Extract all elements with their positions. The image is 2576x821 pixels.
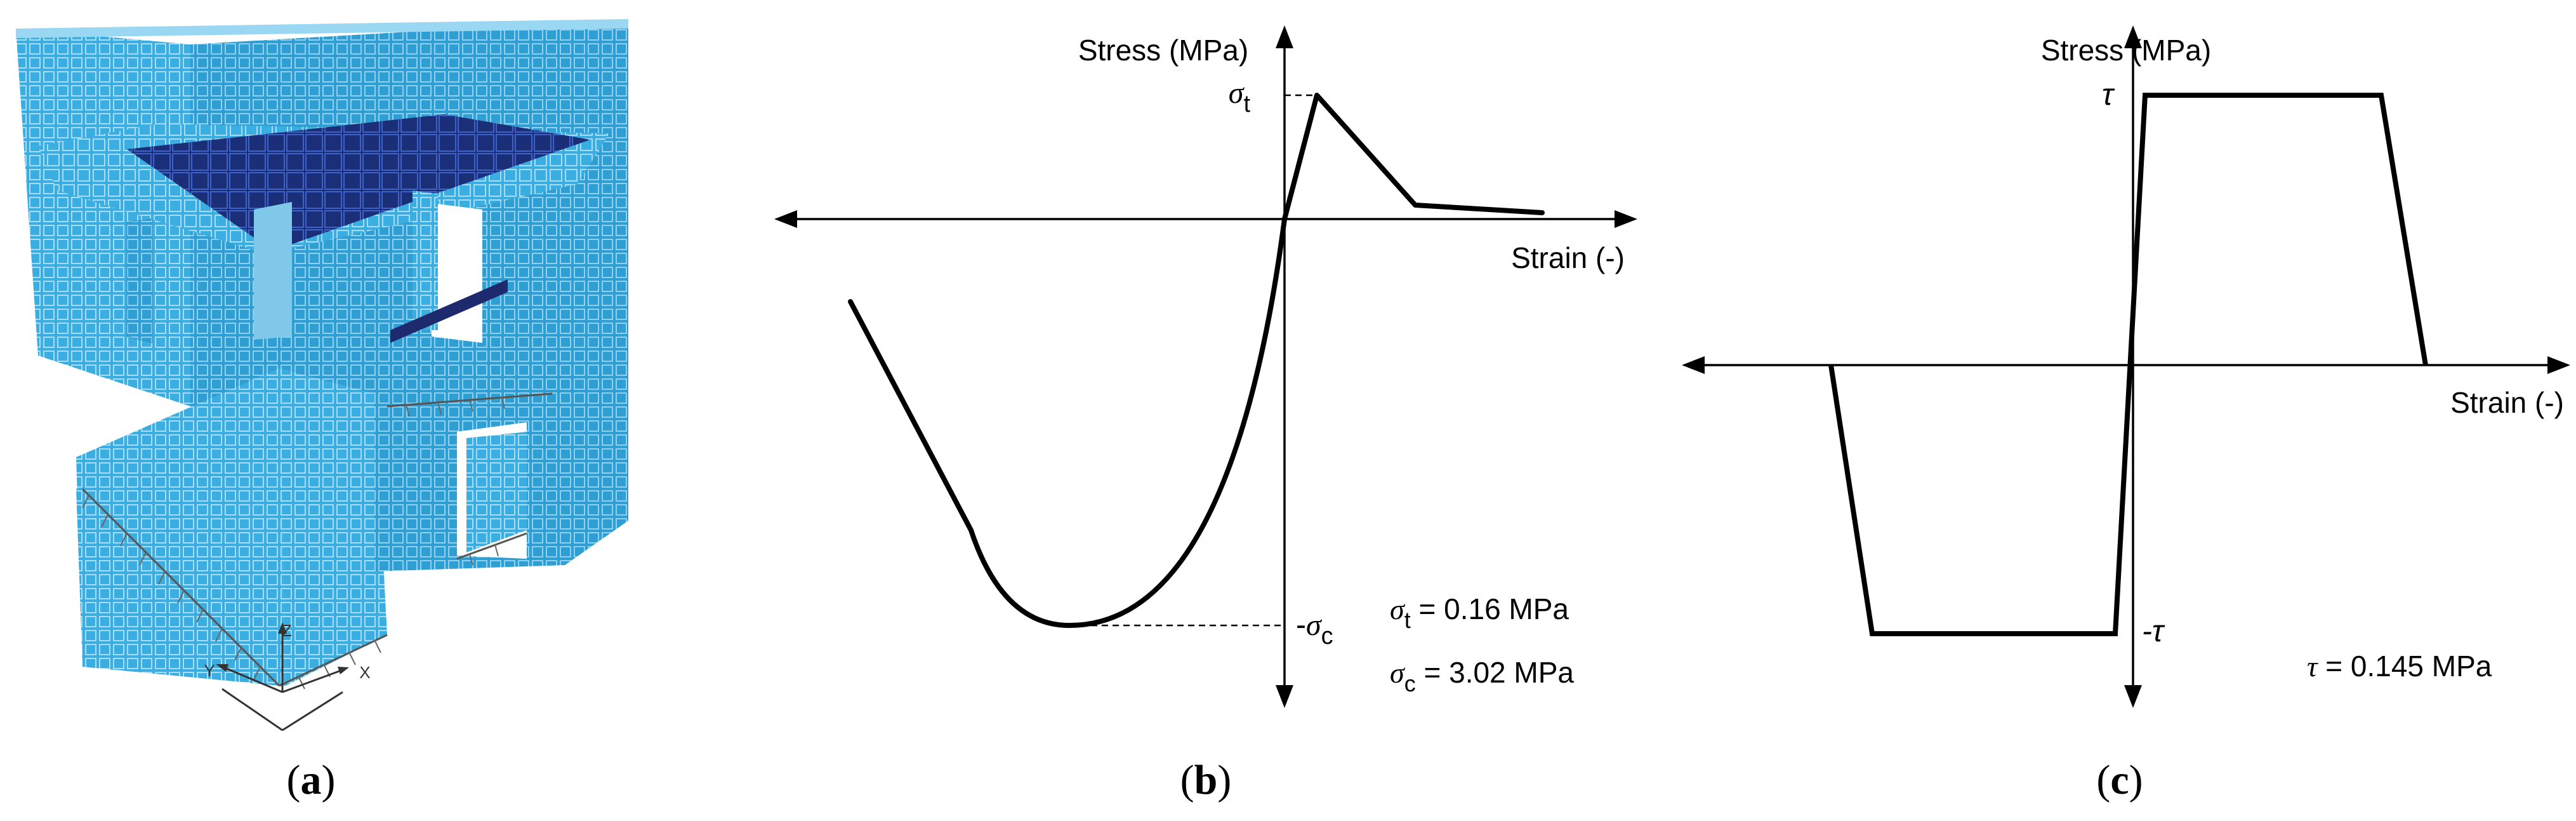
panel-b: Stress (MPa) Strain (-) σt -σc σt = 0.16… <box>749 0 1669 818</box>
tick-tau: τ <box>2102 78 2115 112</box>
floor-slab <box>127 114 590 251</box>
window-right <box>432 203 482 343</box>
y-arrowhead <box>216 664 228 672</box>
note-sigma-t: σt = 0.16 MPa <box>1390 592 1569 633</box>
axis-x-label: X <box>359 663 370 682</box>
z-arrowhead <box>278 622 287 634</box>
panel-a: Z Y X (a) <box>0 0 673 818</box>
window-left <box>126 218 153 344</box>
caption-c: (c) <box>2096 757 2143 803</box>
top-rim <box>16 19 628 38</box>
axis-y-label: Y <box>204 661 215 680</box>
x-arrowhead <box>338 667 349 674</box>
tick-minus-sigma-c: -σc <box>1296 608 1333 650</box>
caption-b: (b) <box>1180 757 1232 803</box>
caption-a: (a) <box>287 757 336 803</box>
note-tau: τ = 0.145 MPa <box>2307 650 2492 683</box>
axis-z-label: Z <box>282 621 292 640</box>
lintel-beam <box>390 279 508 343</box>
y-axis-arrow-top <box>1276 25 1293 48</box>
axis-triad <box>221 629 343 731</box>
x-axis-arrow-left <box>1682 356 1705 374</box>
window-right-frame <box>413 190 438 330</box>
panel-c: Stress (MPa) Strain (-) τ -τ τ = 0.145 M… <box>1669 0 2576 818</box>
front-left-face <box>76 368 286 686</box>
x-axis-label: Strain (-) <box>1511 241 1625 274</box>
tick-minus-tau: -τ <box>2142 615 2165 648</box>
fe-model-illustration: Z Y X (a) <box>16 19 628 803</box>
stress-strain-diagram-c: Stress (MPa) Strain (-) τ -τ τ = 0.145 M… <box>1682 25 2570 803</box>
x-axis-label: Strain (-) <box>2450 386 2564 419</box>
tick-sigma-t: σt <box>1229 76 1251 117</box>
y-axis-arrow-bottom <box>2124 685 2142 708</box>
constitutive-curve <box>848 93 1545 628</box>
x-axis-arrow-right <box>1615 210 1637 228</box>
front-corner-wall <box>279 368 387 686</box>
door-jamb <box>466 432 527 552</box>
stress-strain-diagram-b: Stress (MPa) Strain (-) σt -σc σt = 0.16… <box>774 25 1637 803</box>
y-axis-arrow-top <box>2124 25 2142 48</box>
x-axis-arrow-left <box>774 210 797 228</box>
base-supports <box>81 392 553 687</box>
y-axis-label: Stress (MPa) <box>2041 34 2211 67</box>
window-opening <box>254 202 292 340</box>
y-axis-label: Stress (MPa) <box>1078 34 1248 67</box>
x-axis-arrow-right <box>2547 356 2570 374</box>
shear-law-curve <box>1828 93 2428 636</box>
y-axis-arrow-bottom <box>1276 685 1293 708</box>
note-sigma-c: σc = 3.02 MPa <box>1390 656 1574 697</box>
